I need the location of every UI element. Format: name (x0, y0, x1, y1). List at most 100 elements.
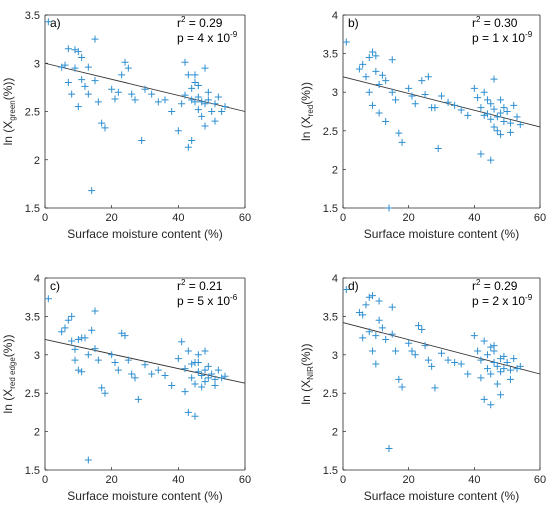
y-tick-label: 4 (34, 273, 40, 285)
x-tick-label: 60 (239, 212, 251, 224)
data-point (191, 71, 199, 79)
data-point (480, 88, 488, 96)
data-point (477, 150, 485, 158)
data-point (191, 380, 199, 388)
data-point (474, 347, 482, 355)
data-point (214, 93, 222, 101)
data-point (201, 366, 209, 374)
data-point (392, 347, 400, 355)
data-point (58, 328, 66, 336)
data-point (174, 355, 182, 363)
y-axis-title: ln (Xred(%)) (299, 82, 315, 141)
data-point (385, 204, 393, 212)
data-point (342, 286, 350, 294)
y-axis-title-subscript: green (8, 100, 17, 120)
x-axis-title: Surface moisture content (%) (67, 227, 222, 241)
y-axis-title: ln (Xred edge(%)) (1, 335, 17, 414)
data-point (477, 374, 485, 382)
data-point (181, 91, 189, 99)
data-point (64, 45, 72, 53)
data-point (392, 96, 400, 104)
data-point (516, 121, 524, 129)
r-squared-annotation: r2 = 0.30 (472, 15, 518, 30)
y-axis-title-subscript: NIR (306, 366, 315, 380)
data-point (487, 115, 495, 123)
data-point (487, 156, 495, 164)
r-squared-superscript: 2 (476, 15, 481, 24)
data-point (421, 91, 429, 99)
data-point (74, 48, 82, 56)
y-axis-title-main: ln (X (1, 121, 15, 146)
data-point (58, 63, 66, 71)
data-point (457, 360, 465, 368)
data-point (388, 330, 396, 338)
data-point (483, 351, 491, 359)
y-axis-title-tail: (%)) (1, 78, 15, 101)
data-point (98, 119, 106, 127)
data-point (490, 358, 498, 366)
data-point (474, 94, 482, 102)
y-tick-label: 1.5 (25, 203, 40, 215)
data-point (388, 88, 396, 96)
data-point (365, 328, 373, 336)
data-point (108, 351, 116, 359)
data-point (378, 71, 386, 79)
data-point (114, 88, 122, 96)
data-point (375, 80, 383, 88)
p-value-annotation: p = 5 x 10-6 (177, 293, 238, 308)
data-point (405, 339, 413, 347)
y-tick-label: 3.5 (25, 311, 40, 323)
data-point (91, 77, 99, 85)
data-point (74, 103, 82, 111)
data-point (71, 64, 79, 72)
data-point (131, 96, 139, 104)
data-point (388, 303, 396, 311)
data-point (208, 108, 216, 115)
data-point (61, 61, 69, 69)
r-squared-value: = 0.29 (185, 16, 222, 30)
data-point (470, 84, 478, 92)
data-point (154, 98, 162, 106)
data-point (111, 95, 119, 103)
y-axis-title-main: ln (X (299, 116, 313, 141)
data-point (88, 187, 96, 195)
data-point (221, 103, 229, 111)
data-point (74, 335, 82, 343)
r-squared-annotation: r2 = 0.21 (177, 278, 223, 293)
data-point (444, 98, 452, 106)
data-point (483, 96, 491, 104)
data-point (178, 338, 186, 346)
data-point (184, 347, 192, 355)
data-point (493, 380, 501, 388)
data-point (91, 307, 99, 315)
data-point (408, 92, 416, 100)
data-point (91, 345, 99, 353)
data-point (434, 145, 442, 153)
r-squared-symbol: r (177, 16, 181, 30)
data-point (154, 366, 162, 374)
y-tick-label: 2.5 (25, 107, 40, 119)
data-point (78, 76, 86, 84)
data-point (365, 293, 373, 301)
data-point (98, 384, 106, 392)
data-point (382, 118, 390, 126)
data-point (369, 101, 377, 109)
data-point (44, 18, 52, 26)
x-tick-label: 0 (340, 212, 346, 224)
data-point (500, 352, 508, 360)
data-point (198, 383, 206, 391)
data-point (108, 85, 116, 93)
data-point (477, 104, 485, 112)
data-point (369, 48, 377, 56)
data-point (208, 370, 216, 378)
panel-label: a) (50, 16, 61, 30)
p-value-exponent: -9 (230, 30, 238, 39)
data-point (375, 316, 383, 324)
data-point (218, 374, 226, 382)
data-point (359, 311, 367, 319)
data-point (372, 67, 380, 75)
data-point (78, 368, 86, 376)
data-point (141, 361, 149, 369)
data-point (64, 316, 72, 324)
y-tick-label: 2 (332, 164, 338, 176)
